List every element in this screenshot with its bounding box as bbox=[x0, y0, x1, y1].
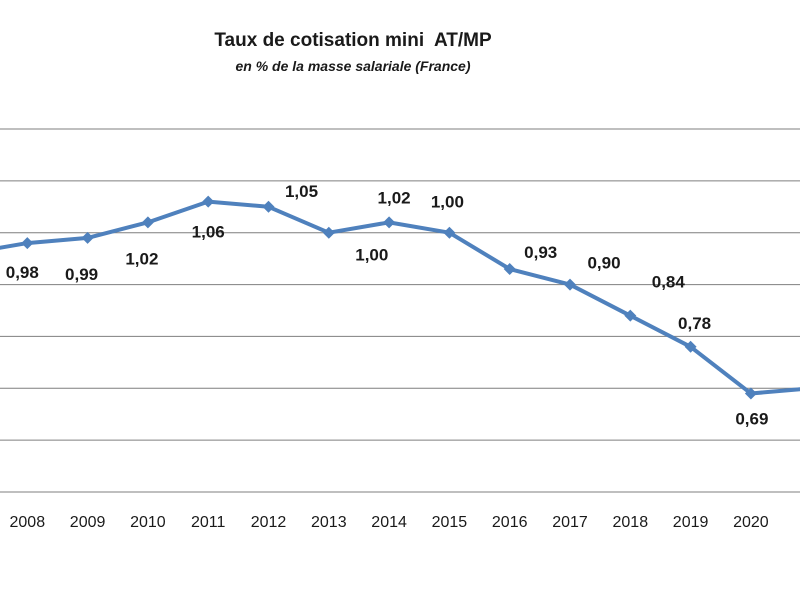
data-point-marker bbox=[81, 231, 94, 244]
data-point-marker bbox=[503, 263, 516, 276]
x-tick-label: 2016 bbox=[492, 514, 528, 531]
series-polyline bbox=[0, 199, 800, 396]
data-point-marker bbox=[383, 216, 396, 229]
data-label: 0,93 bbox=[524, 243, 557, 262]
data-point-marker bbox=[744, 387, 757, 400]
chart-subtitle: en % de la masse salariale (France) bbox=[235, 58, 471, 74]
data-label: 0,69 bbox=[735, 409, 768, 428]
data-label: 0,90 bbox=[587, 254, 620, 273]
x-tick-label: 2017 bbox=[552, 514, 588, 531]
x-tick-label: 2012 bbox=[251, 514, 287, 531]
x-tick-label: 2009 bbox=[70, 514, 106, 531]
data-point-marker bbox=[141, 216, 154, 229]
series-line bbox=[0, 195, 800, 400]
data-point-marker bbox=[624, 309, 637, 322]
data-label: 0,99 bbox=[65, 265, 98, 284]
x-tick-label: 2014 bbox=[371, 514, 407, 531]
data-point-marker bbox=[684, 340, 697, 353]
data-label: 0,78 bbox=[678, 314, 711, 333]
data-point-marker bbox=[322, 226, 335, 239]
data-label: 1,06 bbox=[192, 223, 225, 242]
data-point-marker bbox=[443, 226, 456, 239]
data-labels: 0,960,980,991,021,061,051,001,021,000,93… bbox=[6, 182, 769, 429]
data-label: 1,02 bbox=[378, 188, 411, 207]
x-tick-label: 2018 bbox=[613, 514, 649, 531]
gridlines bbox=[0, 128, 800, 493]
data-label: 0,98 bbox=[6, 263, 39, 282]
data-point-marker bbox=[564, 278, 576, 291]
x-tick-label: 2013 bbox=[311, 514, 347, 531]
data-label: 1,00 bbox=[431, 193, 464, 212]
data-point-marker bbox=[202, 195, 215, 208]
data-label: 0,84 bbox=[652, 273, 686, 292]
x-tick-label: 2011 bbox=[191, 514, 226, 531]
data-label: 1,05 bbox=[285, 182, 318, 201]
data-point-marker bbox=[262, 200, 275, 213]
data-label: 1,00 bbox=[355, 246, 388, 265]
x-tick-label: 2015 bbox=[432, 514, 468, 531]
data-point-marker bbox=[21, 237, 34, 250]
x-axis: 2008 2009 2010 2011 2012 2013 2014 2015 2016 2017… bbox=[10, 514, 769, 531]
x-tick-label: 2010 bbox=[130, 514, 166, 531]
chart-title: Taux de cotisation mini AT/MP bbox=[214, 30, 492, 51]
x-tick-label: 2019 bbox=[673, 514, 709, 531]
data-label: 1,02 bbox=[125, 249, 158, 268]
x-tick-label: 2020 bbox=[733, 514, 769, 531]
x-tick-label: 2008 bbox=[10, 514, 46, 531]
